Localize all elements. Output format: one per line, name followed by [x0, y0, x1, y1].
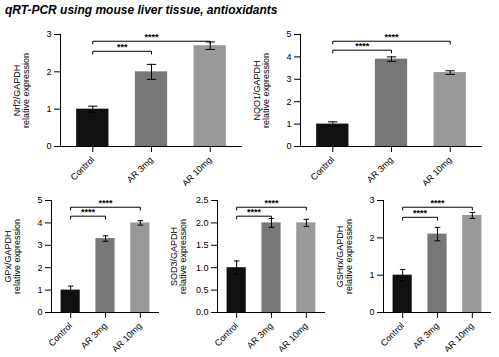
- svg-text:1: 1: [37, 285, 42, 295]
- svg-text:****: ****: [144, 32, 159, 42]
- svg-text:1: 1: [46, 104, 51, 114]
- svg-text:3: 3: [46, 29, 51, 39]
- svg-text:AR 3mg: AR 3mg: [410, 321, 440, 351]
- svg-text:****: ****: [413, 208, 428, 218]
- svg-text:Control: Control: [46, 321, 74, 349]
- svg-text:****: ****: [355, 41, 370, 51]
- svg-text:****: ****: [98, 198, 113, 208]
- svg-text:****: ****: [264, 198, 279, 208]
- svg-text:Control: Control: [378, 321, 406, 349]
- svg-text:AR 3mg: AR 3mg: [244, 321, 274, 351]
- svg-text:0: 0: [46, 141, 51, 151]
- svg-text:****: ****: [247, 207, 262, 217]
- svg-text:0: 0: [286, 141, 291, 151]
- svg-text:****: ****: [81, 207, 96, 217]
- svg-text:1: 1: [286, 119, 291, 129]
- svg-text:SOD3/GAPDHrelative expression: SOD3/GAPDHrelative expression: [168, 219, 187, 294]
- svg-text:AR 3mg: AR 3mg: [364, 155, 394, 185]
- svg-text:****: ****: [430, 198, 445, 208]
- svg-text:2: 2: [37, 263, 42, 273]
- svg-text:AR 10mg: AR 10mg: [442, 321, 476, 352]
- svg-text:AR 3mg: AR 3mg: [78, 321, 108, 351]
- svg-text:3: 3: [37, 240, 42, 250]
- svg-text:GPx/GAPDHrelative expression: GPx/GAPDHrelative expression: [2, 219, 21, 294]
- svg-text:2: 2: [286, 97, 291, 107]
- svg-text:4: 4: [286, 52, 291, 62]
- svg-text:GSHrx/GAPDHrelative expression: GSHrx/GAPDHrelative expression: [334, 219, 353, 294]
- svg-text:0.5: 0.5: [195, 285, 208, 295]
- svg-text:AR 10mg: AR 10mg: [276, 321, 310, 352]
- svg-text:5: 5: [37, 195, 42, 205]
- svg-text:1.5: 1.5: [195, 240, 208, 250]
- svg-text:2: 2: [369, 233, 374, 243]
- svg-text:***: ***: [116, 42, 127, 52]
- svg-text:2: 2: [46, 67, 51, 77]
- svg-text:Nrf2/GAPDHrelative expression: Nrf2/GAPDHrelative expression: [11, 53, 30, 128]
- svg-text:2.5: 2.5: [195, 195, 208, 205]
- svg-text:4: 4: [37, 218, 42, 228]
- svg-text:3: 3: [286, 74, 291, 84]
- svg-text:AR 10mg: AR 10mg: [420, 155, 454, 186]
- svg-text:NQO1/GAPDHrelative expression: NQO1/GAPDHrelative expression: [251, 53, 270, 128]
- html-text:qRT-PCR using mouse liver tiss: qRT-PCR using mouse liver tissue, antiox…: [5, 3, 278, 17]
- svg-text:0.0: 0.0: [195, 307, 208, 317]
- svg-text:AR 10mg: AR 10mg: [110, 321, 144, 352]
- svg-text:Control: Control: [68, 155, 96, 183]
- svg-text:5: 5: [286, 29, 291, 39]
- svg-text:1: 1: [369, 270, 374, 280]
- svg-text:Control: Control: [308, 155, 336, 183]
- svg-text:0: 0: [37, 307, 42, 317]
- svg-text:1.0: 1.0: [195, 263, 208, 273]
- svg-text:0: 0: [369, 307, 374, 317]
- svg-text:AR 10mg: AR 10mg: [180, 155, 214, 186]
- svg-text:Control: Control: [212, 321, 240, 349]
- svg-text:3: 3: [369, 195, 374, 205]
- svg-text:****: ****: [384, 32, 399, 42]
- svg-text:AR 3mg: AR 3mg: [124, 155, 154, 185]
- svg-text:2.0: 2.0: [195, 218, 208, 228]
